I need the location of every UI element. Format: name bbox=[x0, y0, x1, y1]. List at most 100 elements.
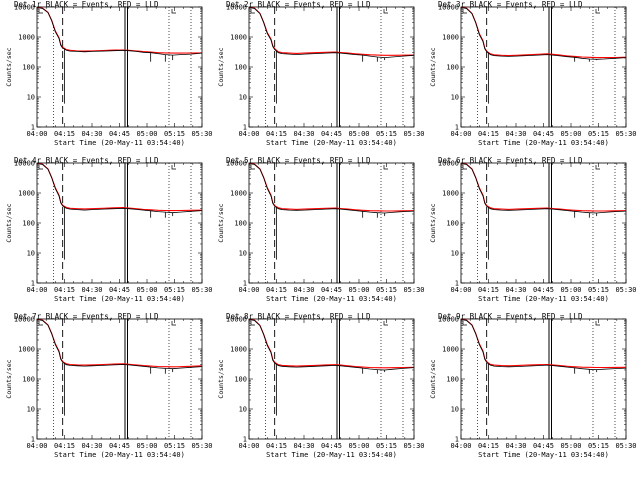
plot-frame bbox=[248, 318, 415, 440]
corner-mark bbox=[250, 165, 255, 170]
x-tick-label: 04:30 bbox=[293, 442, 314, 450]
y-tick-label: 10000 bbox=[438, 160, 459, 168]
x-tick-label: 05:15 bbox=[588, 442, 609, 450]
x-tick-label: 05:15 bbox=[588, 286, 609, 294]
plot-frame bbox=[248, 162, 415, 284]
y-tick-label: 10000 bbox=[226, 4, 247, 12]
x-tick-label: 04:45 bbox=[109, 442, 130, 450]
x-tick-label: 04:00 bbox=[26, 130, 47, 138]
x-tick-label: 05:30 bbox=[403, 442, 424, 450]
corner-mark bbox=[38, 9, 43, 14]
y-axis-label: Counts/sec bbox=[5, 47, 13, 86]
y-tick-label: 1000 bbox=[442, 190, 459, 198]
x-tick-label: 04:45 bbox=[321, 130, 342, 138]
x-tick-label: 04:45 bbox=[109, 130, 130, 138]
y-tick-label: 10 bbox=[27, 406, 35, 414]
chart-panel-5: Det 5r BLACK = Events, RED = LLD 1 10 100 10… bbox=[217, 156, 425, 303]
y-tick-label: 1000 bbox=[230, 346, 247, 354]
y-tick-label: 100 bbox=[22, 64, 35, 72]
series-line-events bbox=[460, 163, 627, 214]
chart-title: Det 3r BLACK = Events, RED = LLD bbox=[438, 0, 583, 9]
y-tick-label: 100 bbox=[22, 220, 35, 228]
chart-title: Det 8r BLACK = Events, RED = LLD bbox=[226, 312, 371, 321]
plot-frame bbox=[460, 6, 627, 128]
x-tick-label: 04:00 bbox=[238, 130, 259, 138]
x-tick-label: 04:45 bbox=[533, 286, 554, 294]
y-tick-label: 1 bbox=[455, 436, 459, 444]
x-tick-label: 05:30 bbox=[191, 286, 212, 294]
x-tick-label: 05:00 bbox=[560, 130, 581, 138]
x-tick-label: 04:15 bbox=[54, 130, 75, 138]
x-tick-label: 05:30 bbox=[615, 286, 636, 294]
y-tick-label: 100 bbox=[22, 376, 35, 384]
x-tick-label: 04:00 bbox=[26, 442, 47, 450]
corner-mark bbox=[462, 165, 467, 170]
plot-frame bbox=[36, 318, 203, 440]
chart-title: Det 5r BLACK = Events, RED = LLD bbox=[226, 156, 371, 165]
chart-title: Det 4r BLACK = Events, RED = LLD bbox=[14, 156, 159, 165]
corner-mark bbox=[595, 321, 600, 326]
x-tick-label: 04:30 bbox=[505, 130, 526, 138]
x-tick-label: 04:00 bbox=[238, 286, 259, 294]
x-axis-label: Start Time (20-May-11 03:54:40) bbox=[54, 451, 185, 459]
corner-mark bbox=[462, 9, 467, 14]
x-tick-label: 04:30 bbox=[81, 130, 102, 138]
x-tick-label: 04:15 bbox=[266, 286, 287, 294]
x-tick-label: 05:30 bbox=[615, 130, 636, 138]
y-axis-label: Counts/sec bbox=[217, 359, 225, 398]
plot-frame bbox=[248, 6, 415, 128]
chart-panel-4: Det 4r BLACK = Events, RED = LLD 1 10 100 10… bbox=[5, 156, 213, 303]
x-tick-label: 04:30 bbox=[293, 286, 314, 294]
x-tick-label: 04:30 bbox=[81, 442, 102, 450]
y-tick-label: 10 bbox=[239, 406, 247, 414]
x-tick-label: 05:30 bbox=[403, 130, 424, 138]
x-tick-label: 04:00 bbox=[450, 442, 471, 450]
y-axis-label: Counts/sec bbox=[217, 47, 225, 86]
x-tick-label: 05:00 bbox=[136, 442, 157, 450]
corner-mark bbox=[595, 9, 600, 14]
corner-mark bbox=[462, 321, 467, 326]
x-tick-label: 05:15 bbox=[164, 130, 185, 138]
series-line-events bbox=[36, 7, 203, 56]
x-axis-label: Start Time (20-May-11 03:54:40) bbox=[478, 295, 609, 303]
x-tick-label: 04:45 bbox=[321, 286, 342, 294]
x-tick-label: 05:15 bbox=[588, 130, 609, 138]
y-tick-label: 1 bbox=[31, 436, 35, 444]
series-line-events bbox=[248, 7, 415, 59]
x-tick-label: 04:00 bbox=[238, 442, 259, 450]
y-tick-label: 1 bbox=[455, 124, 459, 132]
x-axis-label: Start Time (20-May-11 03:54:40) bbox=[54, 295, 185, 303]
x-axis-label: Start Time (20-May-11 03:54:40) bbox=[266, 295, 397, 303]
x-tick-label: 04:45 bbox=[533, 130, 554, 138]
chart-panel-9: Det 9r BLACK = Events, RED = LLD 1 10 100 10… bbox=[429, 312, 637, 459]
y-tick-label: 100 bbox=[446, 220, 459, 228]
series-line-lld bbox=[460, 162, 627, 212]
series-line-lld bbox=[248, 318, 415, 369]
chart-title: Det 9r BLACK = Events, RED = LLD bbox=[438, 312, 583, 321]
x-axis-label: Start Time (20-May-11 03:54:40) bbox=[266, 139, 397, 147]
y-tick-label: 1 bbox=[243, 436, 247, 444]
x-tick-label: 05:00 bbox=[348, 286, 369, 294]
x-tick-label: 05:15 bbox=[164, 286, 185, 294]
y-tick-label: 10000 bbox=[438, 4, 459, 12]
x-tick-label: 04:15 bbox=[266, 442, 287, 450]
plot-frame bbox=[36, 6, 203, 128]
y-tick-label: 1 bbox=[455, 280, 459, 288]
y-tick-label: 1 bbox=[31, 280, 35, 288]
y-tick-label: 100 bbox=[234, 64, 247, 72]
y-tick-label: 1000 bbox=[18, 346, 35, 354]
x-tick-label: 05:00 bbox=[560, 286, 581, 294]
x-tick-label: 05:15 bbox=[376, 442, 397, 450]
y-tick-label: 10 bbox=[27, 250, 35, 258]
corner-mark bbox=[38, 321, 43, 326]
chart-title: Det 2r BLACK = Events, RED = LLD bbox=[226, 0, 371, 9]
corner-mark bbox=[38, 165, 43, 170]
y-tick-label: 1 bbox=[31, 124, 35, 132]
y-tick-label: 10 bbox=[239, 94, 247, 102]
y-tick-label: 1000 bbox=[230, 190, 247, 198]
plot-frame bbox=[36, 162, 203, 284]
x-tick-label: 05:30 bbox=[191, 442, 212, 450]
x-axis-label: Start Time (20-May-11 03:54:40) bbox=[478, 451, 609, 459]
